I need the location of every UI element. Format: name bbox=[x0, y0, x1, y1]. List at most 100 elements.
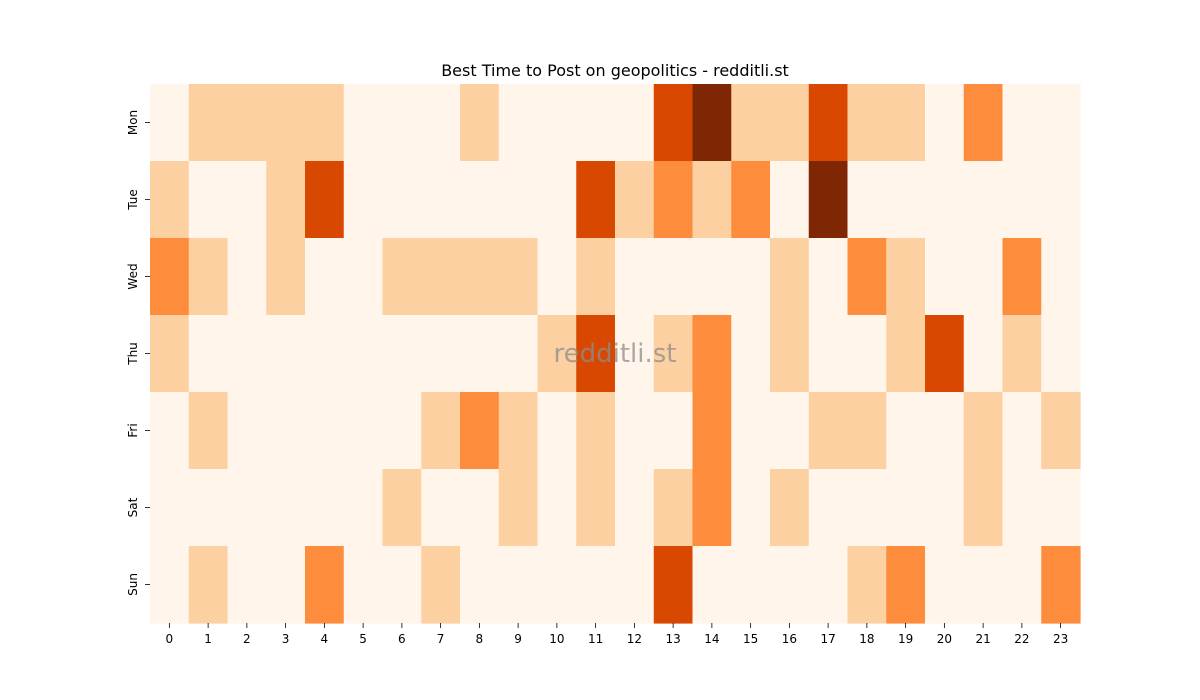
heatmap-cell-sun-22 bbox=[1002, 546, 1042, 624]
heatmap-cell-thu-20 bbox=[925, 315, 965, 393]
heatmap-cell-fri-9 bbox=[498, 392, 539, 470]
heatmap-cell-fri-8 bbox=[460, 392, 500, 470]
heatmap-cell-tue-7 bbox=[421, 161, 461, 239]
heatmap-cell-thu-6 bbox=[382, 315, 422, 393]
heatmap-cell-tue-22 bbox=[1002, 161, 1042, 239]
heatmap-cell-sat-13 bbox=[653, 469, 694, 547]
heatmap-cell-sat-3 bbox=[266, 469, 306, 547]
heatmap-cell-thu-23 bbox=[1041, 315, 1081, 393]
heatmap-cell-mon-13 bbox=[653, 84, 694, 162]
y-tick-label-tue: Tue bbox=[126, 189, 140, 211]
heatmap-cell-wed-1 bbox=[188, 238, 229, 316]
x-tick-label-9: 9 bbox=[514, 632, 522, 646]
heatmap-cell-sat-4 bbox=[305, 469, 345, 547]
heatmap-cell-tue-0 bbox=[150, 161, 190, 239]
x-tick-label-15: 15 bbox=[743, 632, 758, 646]
heatmap-cell-tue-3 bbox=[266, 161, 306, 239]
heatmap-cell-sat-6 bbox=[382, 469, 422, 547]
heatmap-cell-fri-21 bbox=[963, 392, 1004, 470]
heatmap-cell-fri-0 bbox=[150, 392, 190, 470]
heatmap-cell-sun-17 bbox=[808, 546, 849, 624]
heatmap-cell-mon-10 bbox=[537, 84, 577, 162]
heatmap-cell-fri-17 bbox=[808, 392, 849, 470]
heatmap-cell-tue-1 bbox=[188, 161, 229, 239]
y-tick-label-mon: Mon bbox=[126, 110, 140, 135]
heatmap-cell-mon-3 bbox=[266, 84, 306, 162]
x-tick-label-5: 5 bbox=[359, 632, 367, 646]
heatmap-cell-wed-10 bbox=[537, 238, 577, 316]
x-tick-label-19: 19 bbox=[898, 632, 913, 646]
heatmap-cell-sun-8 bbox=[460, 546, 500, 624]
heatmap-cell-tue-10 bbox=[537, 161, 577, 239]
heatmap-cell-tue-14 bbox=[692, 161, 732, 239]
heatmap-cell-fri-18 bbox=[847, 392, 887, 470]
x-tick-label-17: 17 bbox=[820, 632, 835, 646]
heatmap-cell-sat-21 bbox=[963, 469, 1004, 547]
heatmap-cell-fri-3 bbox=[266, 392, 306, 470]
heatmap-cell-wed-7 bbox=[421, 238, 461, 316]
heatmap-cell-wed-9 bbox=[498, 238, 539, 316]
heatmap-cell-thu-8 bbox=[460, 315, 500, 393]
heatmap-cell-sun-11 bbox=[576, 546, 616, 624]
heatmap-cell-mon-0 bbox=[150, 84, 190, 162]
heatmap-cell-sat-8 bbox=[460, 469, 500, 547]
heatmap-cell-mon-2 bbox=[227, 84, 267, 162]
heatmap-cell-mon-11 bbox=[576, 84, 616, 162]
heatmap-cell-mon-15 bbox=[731, 84, 771, 162]
y-axis: Mon Tue Wed Thu Fri Sat Sun bbox=[126, 110, 150, 596]
heatmap-cell-tue-16 bbox=[770, 161, 810, 239]
x-tick-label-14: 14 bbox=[704, 632, 719, 646]
heatmap-cell-wed-11 bbox=[576, 238, 616, 316]
heatmap-cell-sat-14 bbox=[692, 469, 732, 547]
heatmap-cell-mon-12 bbox=[615, 84, 655, 162]
heatmap-cell-wed-21 bbox=[963, 238, 1004, 316]
y-tick-label-thu: Thu bbox=[126, 342, 140, 366]
heatmap-cell-sun-5 bbox=[343, 546, 384, 624]
heatmap-cell-thu-11 bbox=[576, 315, 616, 393]
heatmap-cell-sun-6 bbox=[382, 546, 422, 624]
heatmap-cell-sun-18 bbox=[847, 546, 887, 624]
heatmap-cell-sat-5 bbox=[343, 469, 384, 547]
heatmap-cell-sat-17 bbox=[808, 469, 849, 547]
heatmap-cell-thu-12 bbox=[615, 315, 655, 393]
heatmap-cell-tue-23 bbox=[1041, 161, 1081, 239]
heatmap-cell-sun-21 bbox=[963, 546, 1004, 624]
watermark: redditli.st bbox=[554, 339, 677, 369]
heatmap-cell-wed-14 bbox=[692, 238, 732, 316]
heatmap-cell-mon-19 bbox=[886, 84, 926, 162]
heatmap-cell-sat-11 bbox=[576, 469, 616, 547]
y-tick-label-wed: Wed bbox=[126, 263, 140, 289]
heatmap-cell-wed-0 bbox=[150, 238, 190, 316]
heatmap-cell-fri-19 bbox=[886, 392, 926, 470]
heatmap-cell-sun-4 bbox=[305, 546, 345, 624]
heatmap-cell-sun-13 bbox=[653, 546, 694, 624]
heatmap-cell-mon-23 bbox=[1041, 84, 1081, 162]
heatmap-cell-sun-19 bbox=[886, 546, 926, 624]
heatmap-cell-sun-23 bbox=[1041, 546, 1081, 624]
heatmap-cell-thu-4 bbox=[305, 315, 345, 393]
x-tick-label-18: 18 bbox=[859, 632, 874, 646]
heatmap-cell-mon-4 bbox=[305, 84, 345, 162]
heatmap-cell-mon-21 bbox=[963, 84, 1004, 162]
heatmap-cell-mon-7 bbox=[421, 84, 461, 162]
heatmap-cell-fri-22 bbox=[1002, 392, 1042, 470]
heatmap-cell-tue-4 bbox=[305, 161, 345, 239]
heatmap-cell-thu-7 bbox=[421, 315, 461, 393]
heatmap-cell-fri-1 bbox=[188, 392, 229, 470]
heatmap-cell-wed-5 bbox=[343, 238, 384, 316]
x-tick-label-2: 2 bbox=[243, 632, 251, 646]
heatmap-cell-wed-12 bbox=[615, 238, 655, 316]
heatmap-cell-mon-20 bbox=[925, 84, 965, 162]
heatmap-cell-sat-9 bbox=[498, 469, 539, 547]
heatmap-cell-thu-14 bbox=[692, 315, 732, 393]
heatmap-cell-sat-18 bbox=[847, 469, 887, 547]
x-tick-label-1: 1 bbox=[204, 632, 212, 646]
heatmap-cell-thu-21 bbox=[963, 315, 1004, 393]
heatmap-cell-thu-18 bbox=[847, 315, 887, 393]
heatmap-cell-thu-15 bbox=[731, 315, 771, 393]
heatmap-cell-thu-19 bbox=[886, 315, 926, 393]
x-tick-label-7: 7 bbox=[437, 632, 445, 646]
heatmap-cell-sat-0 bbox=[150, 469, 190, 547]
heatmap-cell-fri-2 bbox=[227, 392, 267, 470]
